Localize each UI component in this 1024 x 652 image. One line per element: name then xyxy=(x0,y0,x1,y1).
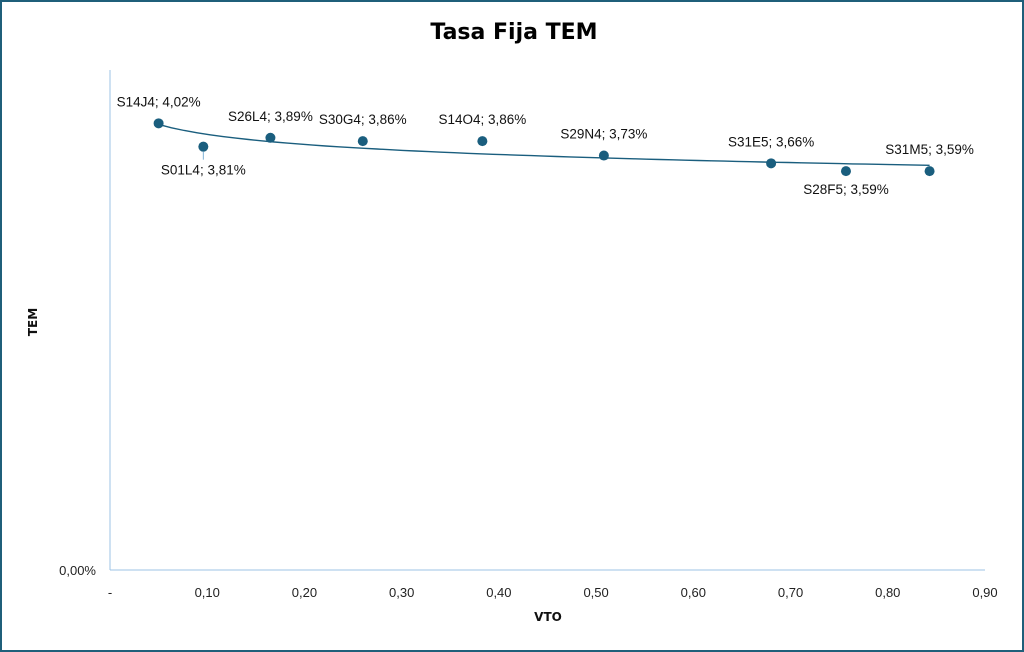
data-label-s01l4: S01L4; 3,81% xyxy=(161,163,246,178)
trendline xyxy=(158,123,930,166)
data-point-s29n4 xyxy=(598,150,609,161)
x-tick-label: 0,80 xyxy=(875,585,900,600)
x-axis-title: VTO xyxy=(534,610,562,624)
data-point-s28f5 xyxy=(840,166,851,177)
data-point-s31e5 xyxy=(766,158,777,169)
data-point-s14j4 xyxy=(153,118,164,129)
trendline-group xyxy=(158,123,930,166)
chart-title: Tasa Fija TEM xyxy=(430,20,598,45)
data-point-s14o4 xyxy=(477,136,488,147)
data-label-s28f5: S28F5; 3,59% xyxy=(803,182,889,197)
x-tick-label: 0,50 xyxy=(583,585,608,600)
data-point-s26l4 xyxy=(265,132,276,143)
x-tick-label: 0,60 xyxy=(681,585,706,600)
x-tick-label: 0,70 xyxy=(778,585,803,600)
x-tick-label: 0,10 xyxy=(195,585,220,600)
y-tick-label: 0,00% xyxy=(59,563,96,578)
data-point-s01l4 xyxy=(198,141,209,152)
data-point-s30g4 xyxy=(357,136,368,147)
x-tick-label: 0,40 xyxy=(486,585,511,600)
data-label-s30g4: S30G4; 3,86% xyxy=(319,112,407,127)
data-labels-group: S14J4; 4,02% S01L4; 3,81% S26L4; 3,89% S30G… xyxy=(117,94,974,197)
x-tick-label: 0,30 xyxy=(389,585,414,600)
x-tick-label: 0,20 xyxy=(292,585,317,600)
data-label-s29n4: S29N4; 3,73% xyxy=(560,127,647,142)
data-label-s14j4: S14J4; 4,02% xyxy=(117,94,201,109)
axes: - 0,10 0,20 0,30 0,40 0,50 0,60 0,70 0,80 0,90 0,0… xyxy=(59,70,998,600)
y-axis-title: TEM xyxy=(26,308,40,336)
data-label-s26l4: S26L4; 3,89% xyxy=(228,109,313,124)
points-group xyxy=(153,118,935,177)
data-label-s14o4: S14O4; 3,86% xyxy=(438,112,526,127)
data-label-s31e5: S31E5; 3,66% xyxy=(728,134,814,149)
x-tick-label: 0,90 xyxy=(972,585,997,600)
x-tick-label: - xyxy=(108,585,112,600)
data-point-s31m5 xyxy=(924,166,935,177)
data-label-s31m5: S31M5; 3,59% xyxy=(885,142,974,157)
